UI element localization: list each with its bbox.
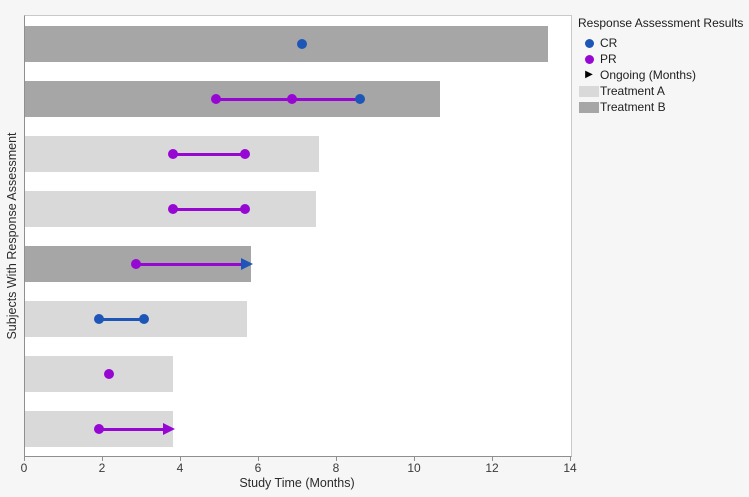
x-tick-mark	[24, 456, 25, 461]
legend-title: Response Assessment Results	[578, 16, 744, 30]
x-tick-mark	[570, 456, 571, 461]
pr-marker[interactable]	[240, 204, 251, 214]
x-tick-mark	[414, 456, 415, 461]
pr-marker[interactable]	[211, 94, 222, 104]
cr-marker[interactable]	[138, 314, 149, 324]
x-tick-mark	[492, 456, 493, 461]
cr-marker[interactable]	[94, 314, 105, 324]
y-axis-label: Subjects With Response Assessment	[5, 132, 19, 340]
x-tick-label: 8	[332, 461, 340, 475]
x-tick-label: 4	[176, 461, 184, 475]
legend-item-label: PR	[600, 52, 617, 66]
pr-marker[interactable]	[168, 204, 179, 214]
x-axis-label: Study Time (Months)	[239, 476, 355, 490]
x-tick-mark	[180, 456, 181, 461]
connector-line	[99, 317, 144, 321]
x-tick-label: 12	[485, 461, 499, 475]
cr-marker[interactable]	[296, 39, 307, 49]
x-tick-mark	[336, 456, 337, 461]
pr-marker[interactable]	[94, 424, 105, 434]
x-tick-label: 6	[254, 461, 262, 475]
legend-item-ongoing-months[interactable]: ▶ Ongoing (Months)	[578, 67, 746, 83]
x-tick-label: 10	[407, 461, 421, 475]
pr-marker[interactable]	[131, 259, 142, 269]
pr-marker[interactable]	[103, 369, 114, 379]
ongoing-arrowhead-icon[interactable]	[241, 258, 254, 270]
legend-item-treatment-a[interactable]: Treatment A	[578, 83, 746, 99]
pr-marker[interactable]	[168, 149, 179, 159]
treatment-swatch-icon	[578, 101, 600, 113]
legend-item-label: Treatment B	[600, 100, 666, 114]
ongoing-arrowhead-icon[interactable]	[163, 423, 176, 435]
connector-line	[173, 152, 246, 156]
plot-area[interactable]	[24, 15, 572, 457]
legend-item-label: CR	[600, 36, 618, 50]
ongoing-arrow-line	[136, 262, 245, 266]
treatment-bar[interactable]	[25, 356, 174, 392]
legend-item-cr[interactable]: CR	[578, 35, 746, 51]
treatment-bar[interactable]	[25, 26, 548, 62]
x-tick-mark	[258, 456, 259, 461]
treatment-swatch-icon	[578, 85, 600, 97]
cr-marker[interactable]	[355, 94, 366, 104]
legend-item-label: Treatment A	[600, 84, 665, 98]
x-tick-label: 0	[20, 461, 28, 475]
x-tick-label: 14	[563, 461, 577, 475]
legend-item-label: Ongoing (Months)	[600, 68, 697, 82]
pr-marker[interactable]	[287, 94, 298, 104]
pr-dot-icon	[578, 54, 600, 64]
ongoing-arrow-icon: ▶	[585, 69, 593, 80]
x-tick-mark	[102, 456, 103, 461]
pr-marker[interactable]	[240, 149, 251, 159]
connector-line	[173, 207, 246, 211]
legend: Response Assessment Results CR PR ▶ Ongoing…	[578, 16, 746, 115]
x-tick-label: 2	[98, 461, 106, 475]
legend-item-pr[interactable]: PR	[578, 51, 746, 67]
legend-item-treatment-b[interactable]: Treatment B	[578, 99, 746, 115]
ongoing-arrow-line	[99, 427, 167, 431]
legend-items: CR PR ▶ Ongoing (Months) Treatment A Treatmen…	[578, 35, 746, 115]
cr-dot-icon	[578, 38, 600, 48]
